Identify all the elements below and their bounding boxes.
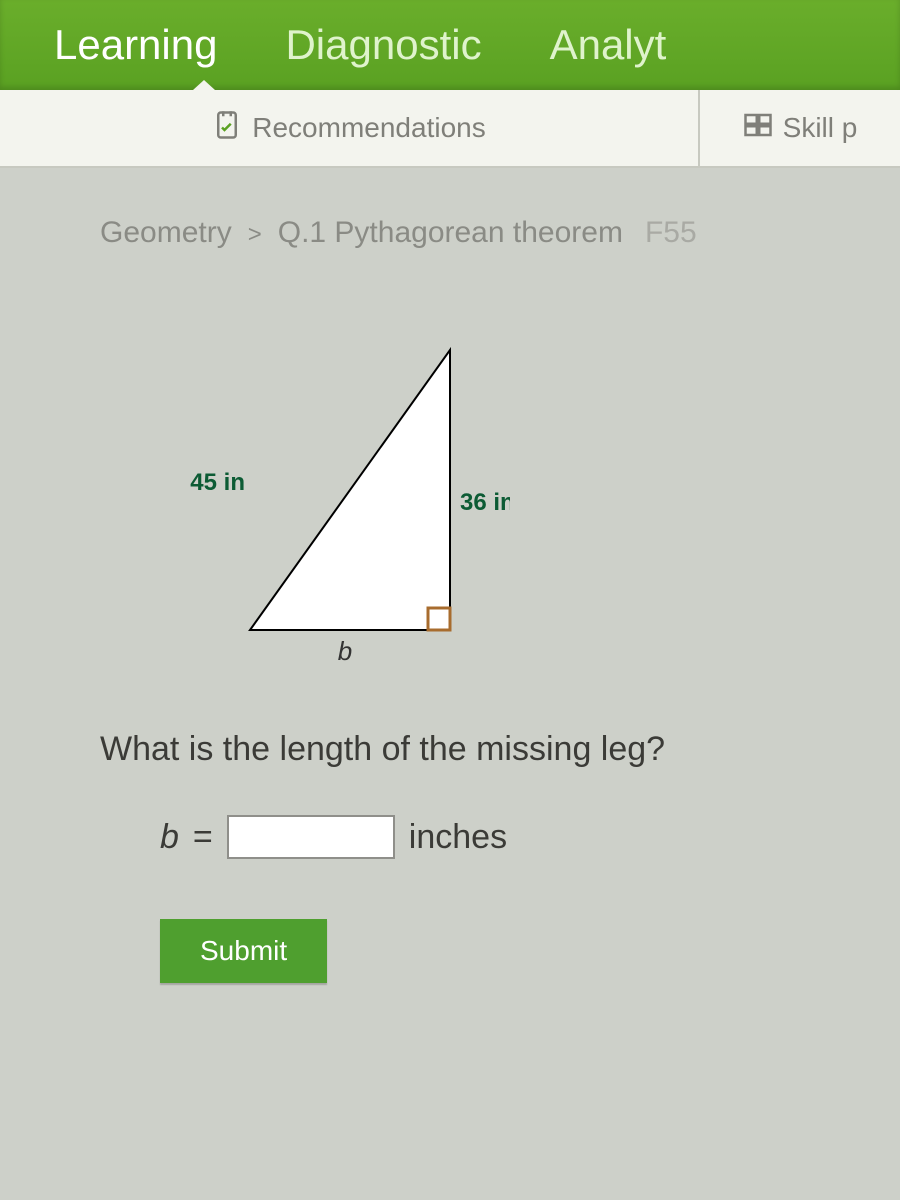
skill-plans-button[interactable]: Skill p bbox=[700, 90, 900, 166]
recommendations-button[interactable]: Recommendations bbox=[0, 90, 700, 166]
recommendations-label: Recommendations bbox=[252, 112, 485, 144]
submit-button[interactable]: Submit bbox=[160, 919, 327, 983]
equals-sign: = bbox=[193, 818, 213, 857]
answer-variable: b bbox=[160, 818, 179, 857]
top-nav: Learning Diagnostic Analyt bbox=[0, 0, 900, 90]
breadcrumb-code: F55 bbox=[645, 216, 697, 250]
triangle-diagram: 45 in 36 in b bbox=[190, 310, 510, 670]
tab-learning[interactable]: Learning bbox=[20, 0, 251, 90]
sub-toolbar: Recommendations Skill p bbox=[0, 90, 900, 168]
height-label: 36 in bbox=[460, 489, 510, 516]
hypotenuse-label: 45 in bbox=[190, 469, 245, 496]
content-area: Geometry > Q.1 Pythagorean theorem F55 4… bbox=[0, 168, 900, 983]
triangle-shape bbox=[250, 350, 450, 630]
skill-plans-icon bbox=[743, 110, 773, 147]
skill-plans-label: Skill p bbox=[783, 112, 858, 144]
breadcrumb-lesson: Q.1 Pythagorean theorem bbox=[278, 216, 623, 250]
tab-diagnostic[interactable]: Diagnostic bbox=[251, 0, 515, 90]
breadcrumb-subject[interactable]: Geometry bbox=[100, 216, 232, 250]
question-text: What is the length of the missing leg? bbox=[100, 730, 840, 769]
answer-unit: inches bbox=[409, 818, 507, 857]
answer-row: b = inches bbox=[160, 815, 840, 859]
base-label: b bbox=[338, 636, 352, 666]
active-tab-arrow bbox=[182, 80, 226, 100]
tab-analytics[interactable]: Analyt bbox=[516, 0, 701, 90]
breadcrumb: Geometry > Q.1 Pythagorean theorem F55 bbox=[100, 216, 840, 250]
recommendations-icon bbox=[212, 110, 242, 147]
chevron-right-icon: > bbox=[248, 221, 262, 249]
answer-input[interactable] bbox=[227, 815, 395, 859]
